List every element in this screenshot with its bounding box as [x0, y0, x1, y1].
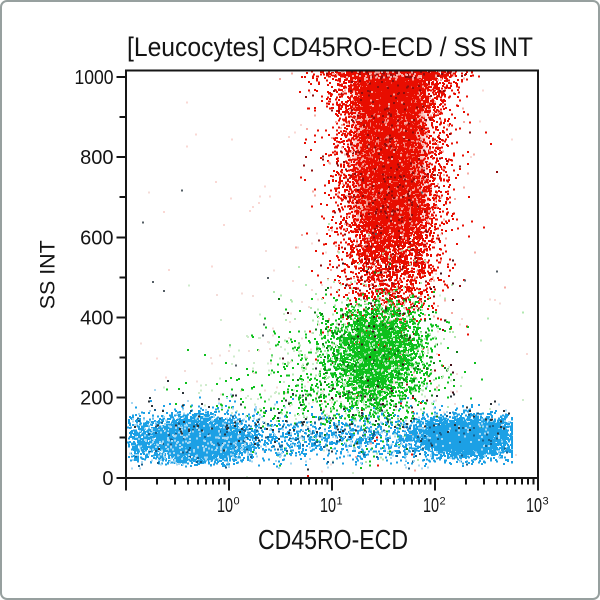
svg-text:600: 600 — [80, 228, 113, 250]
svg-text:1000: 1000 — [75, 67, 114, 89]
svg-text:200: 200 — [80, 388, 113, 410]
svg-text:10: 10 — [423, 495, 439, 517]
svg-text:10: 10 — [526, 495, 542, 517]
svg-text:CD45RO-ECD: CD45RO-ECD — [258, 524, 408, 555]
svg-text:2: 2 — [440, 496, 446, 508]
svg-text:3: 3 — [543, 496, 549, 508]
svg-text:SS INT: SS INT — [37, 240, 60, 309]
svg-text:1: 1 — [337, 496, 343, 508]
svg-text:10: 10 — [217, 495, 233, 517]
svg-text:10: 10 — [320, 495, 336, 517]
svg-text:[Leucocytes] CD45RO-ECD / SS I: [Leucocytes] CD45RO-ECD / SS INT — [127, 32, 533, 62]
svg-text:800: 800 — [80, 147, 113, 169]
svg-text:400: 400 — [80, 308, 113, 330]
svg-text:0: 0 — [234, 496, 240, 508]
svg-text:0: 0 — [102, 468, 113, 490]
